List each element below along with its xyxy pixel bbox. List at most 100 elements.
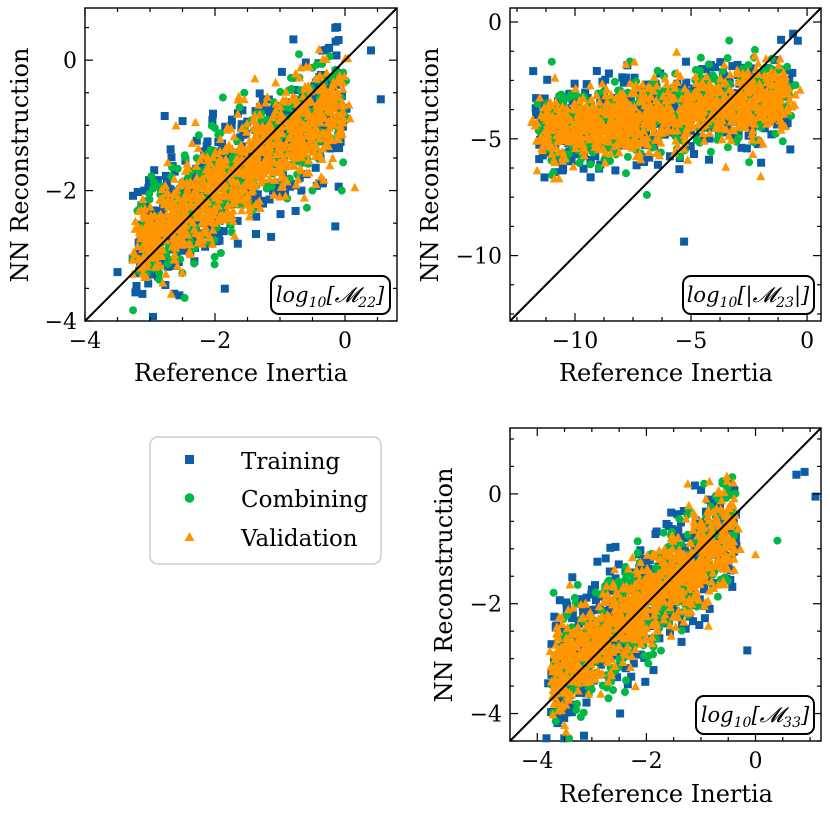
scatter-point-validation [181, 221, 191, 230]
scatter-point-validation [193, 143, 203, 152]
scatter-point-combining [653, 66, 662, 75]
scatter-point-validation [602, 97, 612, 107]
scatter-point-training [611, 166, 620, 175]
panel-m22: −4 −2 0 −4 −2 0 Reference Inertia NN Rec… [6, 7, 398, 387]
scatter-point-validation [255, 109, 265, 119]
scatter-point-validation [156, 261, 165, 270]
scatter-point-validation [613, 124, 623, 133]
scatter-point-training [666, 627, 674, 636]
scatter-point-validation [596, 106, 606, 115]
outlier-point-training [811, 492, 820, 501]
scatter-point-training [640, 84, 649, 93]
scatter-point-training [611, 542, 620, 551]
scatter-point-training [593, 557, 602, 566]
scatter-point-validation [581, 102, 591, 111]
scatter-point-validation [284, 160, 294, 169]
scatter-point-training [547, 640, 556, 649]
scatter-point-validation [629, 57, 639, 66]
scatter-point-training [579, 164, 588, 173]
scatter-point-validation [307, 134, 317, 143]
scatter-point-validation [672, 126, 682, 135]
x-tick-label: 0 [338, 329, 352, 354]
scatter-point-training [555, 158, 564, 167]
scatter-point-validation [551, 97, 561, 106]
scatter-point-training [689, 617, 697, 626]
scatter-point-validation [172, 261, 182, 270]
scatter-point-combining [750, 45, 759, 54]
scatter-point-validation [718, 79, 728, 88]
scatter-point-combining [180, 293, 189, 302]
scatter-point-validation [723, 101, 733, 111]
scatter-point-validation [678, 102, 688, 112]
scatter-point-training [783, 119, 792, 128]
scatter-point-validation [257, 168, 267, 178]
scatter-point-validation [271, 77, 281, 87]
scatter-point-validation [649, 72, 659, 81]
scatter-point-validation [759, 112, 769, 121]
scatter-point-validation [204, 177, 214, 187]
scatter-point-validation [139, 252, 148, 261]
scatter-point-validation [536, 111, 546, 120]
scatter-point-validation [568, 161, 578, 171]
scatter-point-combining [706, 147, 715, 156]
scatter-point-validation [225, 213, 234, 222]
scatter-point-validation [553, 136, 563, 145]
scatter-point-training [203, 137, 212, 146]
scatter-point-validation [296, 165, 306, 175]
scatter-point-training [605, 567, 614, 576]
scatter-point-training [665, 152, 674, 161]
scatter-point-combining [533, 99, 542, 108]
outlier-point-validation [171, 120, 181, 130]
scatter-point-training [158, 233, 167, 242]
scatter-point-combining [633, 548, 642, 557]
scatter-point-training [209, 109, 217, 118]
scatter-point-validation [291, 69, 301, 78]
scatter-point-validation [785, 94, 794, 104]
scatter-point-validation [192, 172, 202, 182]
scatter-point-training [786, 145, 795, 154]
scatter-point-validation [677, 93, 687, 103]
scatter-point-validation [156, 227, 166, 237]
scatter-point-combining [657, 646, 665, 655]
scatter-point-combining [163, 260, 172, 269]
scatter-point-training [582, 593, 591, 602]
scatter-point-validation [321, 54, 331, 63]
outlier-point-training [793, 36, 802, 45]
scatter-point-training [166, 185, 175, 194]
outlier-point-training [376, 95, 385, 104]
identity-line [84, 7, 398, 322]
scatter-point-validation [552, 130, 562, 140]
y-tick-label: 0 [63, 49, 77, 74]
scatter-point-validation [318, 144, 328, 153]
scatter-point-validation [741, 106, 751, 116]
scatter-point-training [648, 134, 657, 142]
scatter-point-combining [276, 87, 285, 96]
scatter-point-validation [345, 113, 355, 123]
scatter-point-validation [767, 109, 777, 118]
scatter-point-training [531, 104, 540, 113]
scatter-point-validation [303, 141, 312, 151]
scatter-point-training [170, 289, 179, 298]
scatter-point-training [199, 162, 208, 171]
scatter-point-training [716, 58, 725, 67]
scatter-point-training [162, 255, 171, 264]
scatter-point-validation [539, 139, 549, 149]
scatter-point-validation [301, 61, 311, 71]
scatter-point-validation [304, 168, 314, 177]
scatter-point-combining [676, 152, 685, 161]
scatter-point-validation [227, 176, 237, 185]
scatter-point-validation [665, 108, 675, 117]
scatter-point-validation [663, 86, 673, 96]
scatter-point-validation [602, 84, 612, 94]
scatter-point-validation [700, 94, 710, 103]
scatter-point-validation [633, 83, 643, 92]
scatter-point-training [315, 179, 324, 188]
scatter-point-validation [675, 71, 685, 81]
scatter-point-combining [216, 129, 225, 138]
scatter-point-combining [579, 708, 588, 717]
scatter-point-validation [691, 113, 701, 122]
scatter-point-validation [562, 103, 572, 113]
scatter-point-validation [783, 106, 793, 115]
outlier-point-training [743, 646, 752, 655]
